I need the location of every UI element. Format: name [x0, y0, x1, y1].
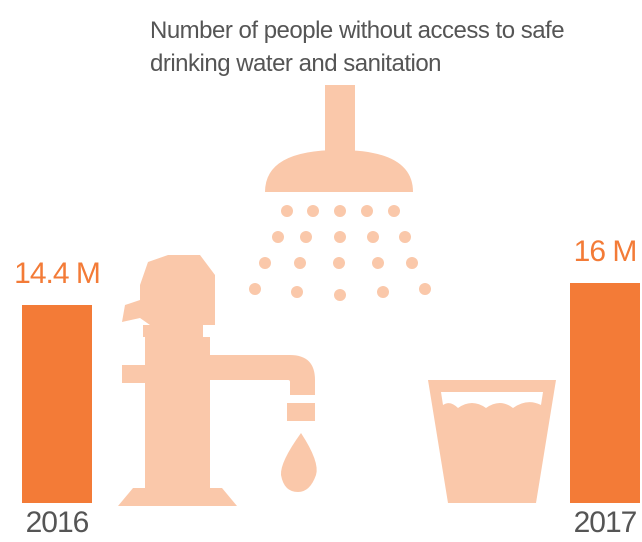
glass-inside — [441, 392, 543, 408]
value-label: 16 M — [574, 235, 637, 268]
x-tick-label: 2016 — [26, 506, 89, 539]
value-label: 14.4 M — [14, 257, 100, 290]
icons — [118, 85, 556, 506]
bar — [22, 305, 92, 503]
bar — [570, 283, 640, 503]
x-tick-label: 2017 — [574, 506, 637, 539]
chart-title: Number of people without access to safe … — [150, 17, 565, 77]
